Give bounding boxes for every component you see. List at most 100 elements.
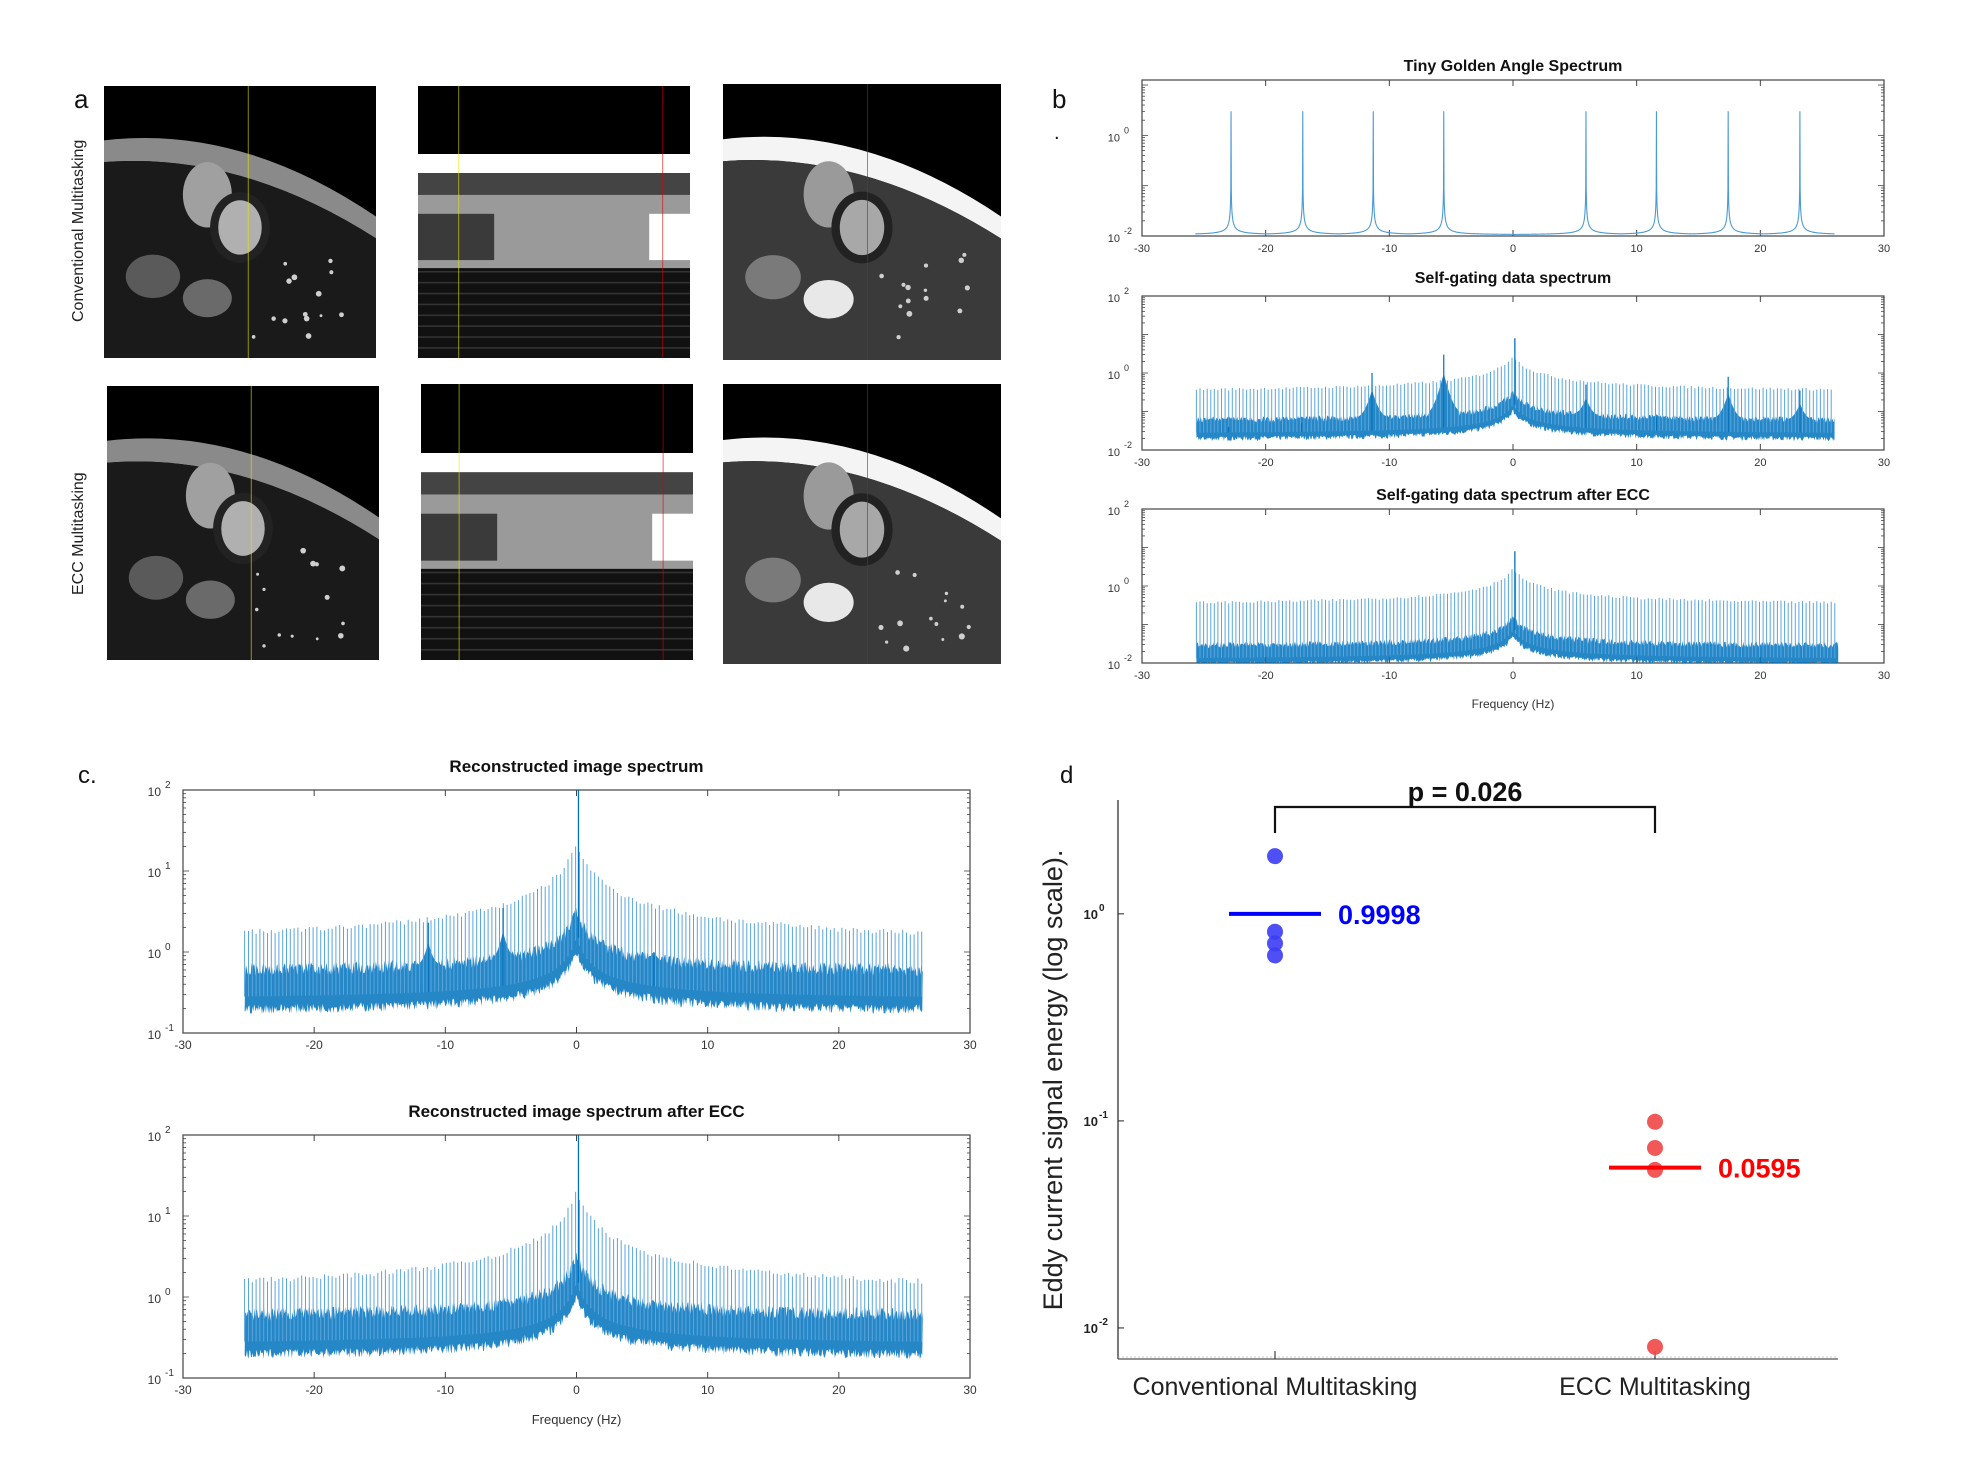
speckle	[960, 604, 965, 609]
data-point	[1267, 923, 1283, 940]
y-tick-label: 10	[1108, 660, 1120, 672]
chart-tga: Tiny Golden Angle Spectrum-30 -20 -10 0 10 20…	[1108, 58, 1890, 255]
mri-image-ecc-1	[107, 386, 379, 660]
y-tick-exponent: 1	[165, 1206, 171, 1217]
speckle	[964, 285, 970, 291]
speckle	[310, 560, 316, 567]
y-tick-label: 10	[1108, 447, 1120, 459]
x-tick-label: 30	[963, 1383, 977, 1397]
x-category-label: Conventional Multitasking	[1133, 1373, 1418, 1401]
data-series	[244, 1135, 923, 1360]
p-value-annotation: p = 0.026	[1408, 777, 1523, 807]
speckle	[329, 270, 334, 275]
mean-value-label: 0.0595	[1718, 1154, 1801, 1184]
y-tick-exponent: -2	[1099, 1317, 1108, 1328]
left-ventricle-blood-pool	[839, 501, 885, 558]
x-tick-label: -20	[1258, 670, 1274, 682]
stripe	[421, 604, 693, 607]
band	[421, 472, 693, 495]
stripe	[421, 571, 693, 574]
vessel	[803, 582, 854, 622]
y-tick-exponent: 0	[165, 942, 171, 953]
vessel	[182, 279, 232, 318]
x-tick-label: -20	[1258, 243, 1274, 255]
y-tick-label: 10	[1084, 1321, 1098, 1336]
y-tick-exponent: 0	[1124, 125, 1129, 135]
speckle	[901, 282, 906, 287]
speckle	[251, 335, 256, 339]
x-tick-label: 10	[1631, 457, 1643, 469]
stripe	[418, 270, 690, 273]
x-tick-label: -10	[437, 1038, 455, 1052]
noise-band	[1196, 616, 1839, 663]
speckle	[290, 634, 294, 638]
x-tick-label: 30	[1878, 457, 1890, 469]
x-tick-label: -30	[174, 1038, 192, 1052]
mri-image-ecc-2	[421, 384, 693, 660]
y-tick-exponent: 2	[165, 780, 171, 791]
x-tick-label: 10	[701, 1383, 715, 1397]
left-ventricle-blood-pool	[839, 199, 885, 256]
data-point	[1647, 1113, 1663, 1130]
speckle	[305, 333, 312, 339]
speckle	[291, 274, 298, 281]
x-tick-label: -30	[1134, 457, 1150, 469]
y-tick-exponent: 2	[165, 1125, 171, 1136]
y-tick-exponent: 0	[1124, 363, 1129, 373]
speckle	[282, 318, 288, 324]
y-tick-exponent: -2	[1124, 653, 1132, 663]
speckle	[943, 599, 947, 603]
data-point	[1647, 1139, 1663, 1156]
chest-wall	[723, 437, 1001, 541]
chart-title: Reconstructed image spectrum after ECC	[408, 1102, 744, 1121]
y-tick-exponent: -1	[165, 1368, 174, 1379]
comb-spikes	[244, 1191, 923, 1342]
x-tick-label: -20	[305, 1383, 323, 1397]
speckle	[878, 624, 884, 630]
stripe	[418, 292, 690, 295]
x-tick-label: 30	[963, 1038, 977, 1052]
y-tick-label: 10	[148, 1292, 162, 1306]
x-tick-label: 0	[1510, 670, 1516, 682]
y-tick-label: 10	[148, 947, 162, 961]
speckle	[957, 308, 963, 314]
speckle	[923, 295, 929, 301]
stripe	[421, 626, 693, 629]
speckle	[929, 616, 933, 621]
speckle	[339, 565, 346, 572]
organ	[128, 555, 184, 600]
x-tick-label: 10	[1631, 670, 1643, 682]
data-series	[1195, 338, 1835, 442]
speckle	[944, 591, 949, 596]
x-tick-label: 30	[1878, 243, 1890, 255]
speckle	[898, 304, 903, 309]
x-tick-label: 20	[1754, 670, 1766, 682]
chest-wall	[104, 137, 376, 239]
bright-region	[652, 513, 693, 561]
x-tick-label: -20	[1258, 457, 1274, 469]
comb-spikes	[1195, 569, 1836, 658]
y-tick-label: 10	[1108, 506, 1120, 518]
speckle	[879, 273, 884, 279]
y-tick-label: 10	[1108, 583, 1120, 595]
speckle	[941, 638, 945, 641]
x-tick-label: 0	[1510, 243, 1516, 255]
speckle	[262, 644, 266, 648]
significance-bracket	[1273, 805, 1657, 833]
speckle	[903, 645, 910, 652]
comb-spikes	[1195, 357, 1832, 433]
speckle	[262, 587, 266, 592]
x-tick-label: 0	[1510, 457, 1516, 469]
stripe	[421, 582, 693, 585]
y-tick-exponent: 0	[1124, 576, 1129, 586]
dark-region	[418, 213, 495, 261]
comb-spikes	[244, 846, 923, 997]
data-series	[1195, 111, 1835, 235]
stripe	[418, 314, 690, 317]
x-tick-label: 20	[832, 1383, 846, 1397]
speckle	[966, 624, 971, 630]
speckle	[958, 633, 965, 640]
chart-title: Reconstructed image spectrum	[449, 757, 703, 776]
y-tick-exponent: 1	[165, 861, 171, 872]
